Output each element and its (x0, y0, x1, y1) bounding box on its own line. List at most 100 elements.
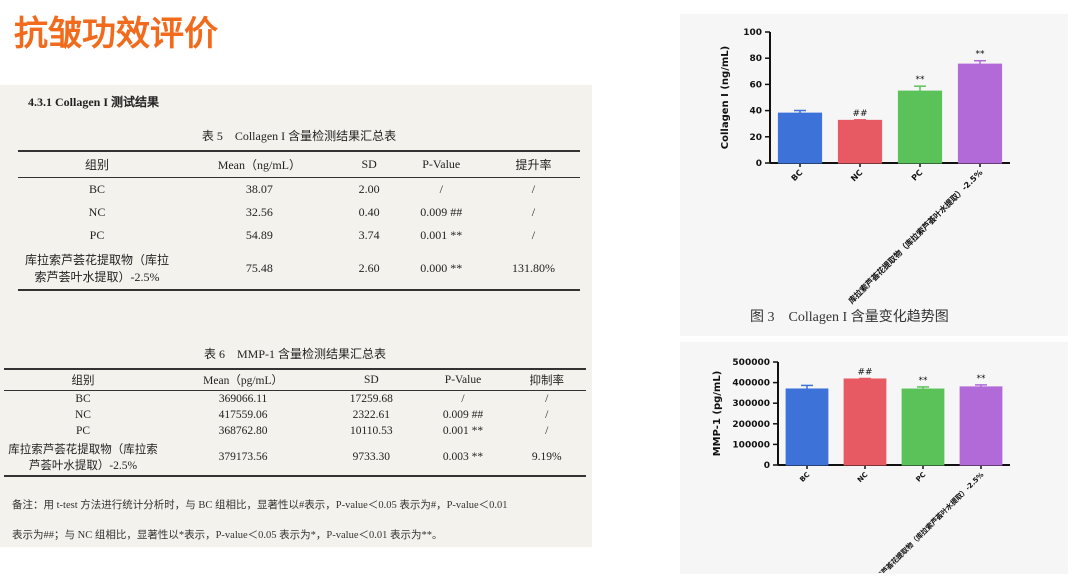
table-cell: 0.001 ** (420, 228, 463, 242)
bar (843, 378, 887, 466)
header-cell: SD (361, 157, 377, 171)
table-cell: 131.80% (511, 260, 555, 275)
table-block: 表 5 Collagen I 含量检测结果汇总表组别 Mean（ng/mL） SD P… (18, 127, 580, 291)
table-cell: 9.19% (531, 451, 562, 463)
x-tick-label: BC (798, 471, 811, 484)
table-cell: PC (89, 228, 105, 242)
bar (957, 63, 1003, 164)
table-cell: / (545, 409, 549, 421)
x-tick-label: PC (914, 471, 927, 484)
table-cell: 369066.11 (218, 393, 268, 405)
table-cell: 75.48 (245, 260, 273, 275)
table-body: BC 38.07 2.00 / / NC 32.56 0.40 0.009 ## / PC 54.89… (18, 178, 580, 290)
table-cell: BC (75, 393, 91, 405)
bar (901, 388, 945, 466)
header-cell: 组别 (71, 375, 95, 387)
table-cell: / (461, 393, 465, 405)
table-row: PC 368762.80 10110.53 0.001 ** / (4, 423, 586, 439)
y-tick-label: 0 (756, 159, 762, 169)
header-cell: P-Value (444, 374, 482, 386)
data-table: 组别 Mean（ng/mL） SD P-Value 提升率 BC 38.07 2.00// NC… (18, 150, 580, 291)
table-row: NC 417559.06 2322.61 0.009 ## / (4, 407, 586, 423)
table-cell: / (545, 393, 549, 405)
y-tick-label: 0 (764, 461, 770, 471)
y-tick-label: 400000 (732, 379, 770, 389)
table-cell: / (545, 425, 549, 437)
table-cell: BC (88, 182, 105, 196)
table-cell: 0.000 ** (420, 260, 463, 275)
x-tick-label: NC (856, 471, 869, 484)
table-cell: 2.60 (358, 260, 380, 275)
table-cell: 0.003 ** (442, 451, 484, 463)
table-cell: / (531, 182, 536, 196)
figure-caption: 图 3 Collagen I 含量变化趋势图 (750, 310, 949, 325)
table-cell: NC (88, 205, 106, 219)
table-row: BC 369066.11 17259.68 / / (4, 391, 586, 408)
data-table: 组别 Mean（pg/mL） SD P-Value 抑制率 BC 369066.11 1725… (4, 368, 586, 477)
table-head: 组别 Mean（ng/mL） SD P-Value 提升率 (18, 151, 580, 178)
significance-label: ** (916, 75, 926, 85)
table-cell: 368762.80 (218, 425, 268, 437)
y-axis-label: MMP-1 (pg/mL) (712, 371, 723, 457)
table-cell: 库拉索芦荟花提取物（库拉索芦荟叶水提取）-2.5% (8, 444, 158, 472)
table-cell: 417559.06 (218, 409, 268, 421)
table-cell: / (531, 228, 536, 242)
bar (959, 386, 1003, 466)
table-cell: / (439, 182, 443, 196)
y-tick-label: 500000 (732, 358, 770, 368)
table-caption: 表 5 Collagen I 含量检测结果汇总表 (201, 129, 397, 143)
y-axis-label: Collagen I (ng/mL) (720, 46, 731, 149)
header-cell: SD (363, 374, 379, 386)
table-cell: 38.07 (245, 182, 273, 196)
table-cell: 379173.56 (218, 451, 268, 463)
table-cell: 9733.30 (352, 451, 390, 463)
header-cell: Mean（ng/mL） (217, 158, 302, 172)
table-cell: 0.009 ## (442, 409, 484, 421)
table-caption: 表 6 MMP-1 含量检测结果汇总表 (203, 347, 386, 361)
table-cell: 3.74 (358, 228, 380, 242)
y-tick-label: 40 (749, 107, 762, 117)
table-cell: PC (75, 425, 91, 437)
y-tick-label: 100 (743, 28, 762, 38)
table-cell: 库拉索芦荟花提取物（库拉索芦荟叶水提取）-2.5% (24, 253, 169, 284)
table-cell: 32.56 (245, 205, 273, 219)
significance-label: ## (852, 109, 867, 119)
bar (777, 112, 823, 164)
x-tick-label: 库拉索芦荟花提取物（库拉索芦荟叶水提取）-2.5% (846, 167, 984, 305)
x-tick-label: PC (910, 168, 925, 183)
x-tick-label: BC (790, 168, 805, 183)
chart-panel (680, 14, 1068, 336)
table-cell: / (531, 205, 536, 219)
table-cell: 0.009 ## (420, 205, 463, 219)
header-cell: 提升率 (515, 158, 552, 172)
header-row: 组别 Mean（ng/mL） SD P-Value 提升率 (18, 151, 580, 178)
y-tick-label: 200000 (732, 420, 770, 430)
document-panel: 4.3.1 Collagen I 测试结果 表 5 Collagen I 含量检… (0, 85, 592, 547)
table-cell: 2322.61 (352, 409, 390, 421)
significance-label: ** (976, 50, 986, 60)
note-line: 备注：用 t-test 方法进行统计分析时，与 BC 组相比，显著性以#表示，P… (12, 500, 508, 511)
table-cell: NC (75, 409, 91, 421)
table-head: 组别 Mean（pg/mL） SD P-Value 抑制率 (4, 369, 586, 391)
table-cell: 0.40 (358, 205, 380, 219)
header-cell: 组别 (84, 158, 109, 172)
x-tick-label: 库拉索芦荟花提取物（库拉索芦荟叶水提取）-2.5% (864, 470, 985, 573)
table-cell: 0.001 ** (442, 425, 484, 437)
table-block: 表 6 MMP-1 含量检测结果汇总表 组别 Mean（pg/mL） SD P-Valu… (4, 345, 586, 477)
table-cell: 54.89 (245, 228, 273, 242)
section-heading: 4.3.1 Collagen I 测试结果 (28, 95, 160, 109)
header-cell: 抑制率 (529, 375, 565, 387)
bar (897, 90, 943, 164)
table-row: 库拉索芦荟花提取物（库拉索芦荟叶水提取）-2.5% 379173.56 9733.3… (4, 439, 586, 476)
header-row: 组别 Mean（pg/mL） SD P-Value 抑制率 (4, 369, 586, 391)
y-tick-label: 100000 (732, 440, 770, 450)
table-cell: 10110.53 (349, 425, 393, 437)
x-tick-label: NC (849, 168, 864, 183)
chart: 0 100000 200000 300000 400000 500000 MMP-1 (pg… (712, 358, 1010, 573)
table-cell: 2.00 (358, 182, 380, 196)
significance-label: ** (977, 374, 987, 384)
table-cell: 17259.68 (349, 393, 393, 405)
y-tick-label: 60 (749, 80, 762, 90)
table-row: PC 54.89 3.74 0.001 ** / (18, 224, 580, 247)
